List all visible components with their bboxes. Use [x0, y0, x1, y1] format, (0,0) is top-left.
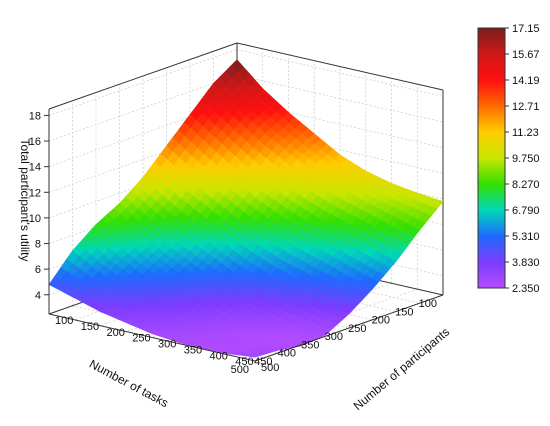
- colorbar-label: 2.350: [512, 283, 540, 295]
- grid-line: [48, 74, 238, 142]
- grid-line: [236, 49, 444, 97]
- box-edge: [48, 42, 238, 110]
- z-tick-label: 12: [29, 187, 41, 199]
- grid-line: [48, 125, 238, 193]
- x-axis-line: [254, 294, 444, 362]
- x-tick-label: 200: [372, 315, 390, 327]
- z-tick-label: 10: [29, 213, 41, 225]
- colorbar-label: 17.15: [512, 23, 540, 35]
- x-tick-label: 500: [231, 364, 249, 376]
- z-tick-label: 18: [29, 110, 41, 122]
- surface-mesh: [48, 59, 444, 358]
- z-tick-label: 14: [29, 162, 41, 174]
- x-tick-label: 150: [395, 306, 413, 318]
- colorbar-label: 12.71: [512, 101, 540, 113]
- x-tick-label: 250: [348, 323, 366, 335]
- grid-line: [48, 49, 238, 116]
- grid-line: [48, 177, 238, 244]
- x-axis-title: Number of tasks: [87, 357, 171, 410]
- colorbar-label: 9.750: [512, 153, 540, 165]
- y-tick-label: 100: [55, 315, 73, 327]
- colorbar: 17.15 15.67 14.19 12.71 11.23 9.750 8.270 6.790…: [477, 23, 540, 295]
- y-tick-label: 150: [81, 321, 99, 333]
- colorbar-label: 14.19: [512, 75, 540, 87]
- x-tick-label: 300: [325, 331, 343, 343]
- x-tick-label: 450: [254, 356, 272, 368]
- y-tick-label: 300: [158, 339, 176, 351]
- colorbar-label: 3.830: [512, 257, 540, 269]
- grid-line: [48, 151, 238, 219]
- colorbar-label: 6.790: [512, 205, 540, 217]
- grid-line: [236, 100, 444, 148]
- y-tick-label: 450: [235, 356, 253, 368]
- y-tick-label: 350: [184, 344, 202, 356]
- y-tick-label: 200: [107, 327, 125, 339]
- colorbar-label: 15.67: [512, 49, 540, 61]
- axes-overlay: 4681012141618100150200250300350400450500…: [29, 109, 444, 376]
- colorbar-label: 11.23: [512, 127, 539, 139]
- grid-line: [229, 288, 418, 356]
- y-tick-label: 400: [210, 350, 228, 362]
- y-tick-label: 250: [132, 333, 150, 345]
- y-tick-label: 500: [261, 362, 279, 374]
- x-tick-label: 350: [301, 339, 319, 351]
- grid-line: [48, 100, 238, 167]
- colorbar-label: 8.270: [512, 179, 540, 191]
- surface-patch: [248, 354, 261, 358]
- y-axis-title: Number of participants: [351, 325, 452, 413]
- colorbar-label: 5.310: [512, 231, 540, 243]
- box-edge: [236, 42, 444, 91]
- z-axis-title: Total participant's utility: [18, 138, 32, 261]
- y-axis-line: [48, 313, 256, 362]
- x-tick-label: 400: [278, 348, 296, 360]
- colorbar-gradient: [477, 27, 506, 289]
- z-tick-label: 6: [35, 264, 41, 276]
- z-tick-label: 8: [35, 239, 41, 251]
- z-tick-label: 16: [29, 136, 41, 148]
- x-tick-label: 100: [419, 298, 437, 310]
- z-tick-label: 4: [35, 290, 41, 302]
